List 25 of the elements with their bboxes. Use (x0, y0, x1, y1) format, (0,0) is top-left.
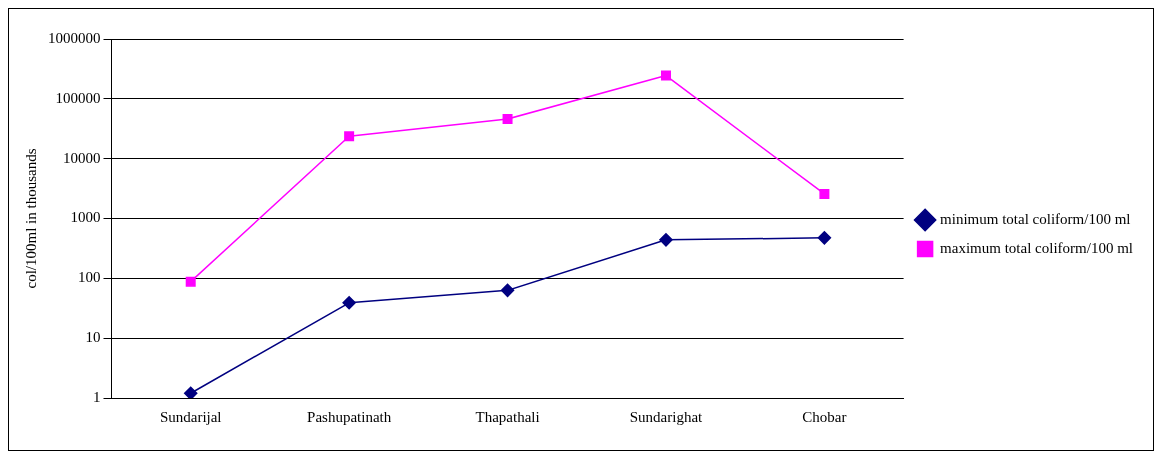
y-axis-title: col/100ml in thousands (22, 148, 39, 289)
point (344, 131, 355, 142)
y-tick-label: 1000 (70, 209, 101, 226)
legend-label: maximum total coliform/100 ml (940, 239, 1133, 256)
point (502, 114, 513, 124)
point (185, 276, 196, 287)
x-tick-label: Thapathali (475, 408, 540, 425)
point (342, 296, 356, 310)
x-tick-label: Sundarighat (629, 408, 704, 425)
point (660, 70, 671, 81)
y-tick-label: 1000000 (48, 29, 101, 46)
x-tick-label: Sundarijal (159, 408, 222, 425)
y-tick-label: 100 (78, 269, 101, 286)
x-tick-label: Pashupatinath (307, 408, 392, 425)
point (659, 233, 673, 247)
y-tick-label: 1 (93, 388, 101, 405)
x-tick-label: Chobar (802, 408, 847, 425)
point (183, 386, 198, 398)
point (819, 188, 830, 199)
point (817, 231, 832, 245)
y-tick-label: 10000 (63, 149, 101, 166)
legend-label: minimum total coliform/100 ml (940, 210, 1131, 227)
point (500, 283, 515, 298)
y-tick-label: 10 (85, 329, 101, 346)
y-tick-label: 100000 (55, 89, 101, 106)
